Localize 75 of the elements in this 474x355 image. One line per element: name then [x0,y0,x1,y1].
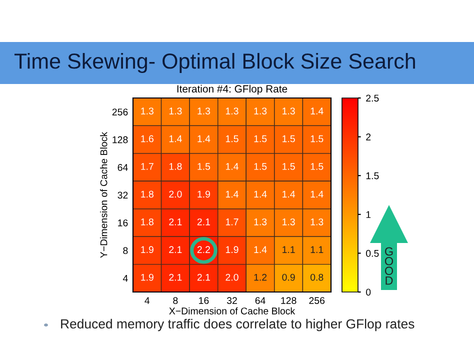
y-tick-label: 128 [112,136,128,144]
data-label: 1.7 [226,218,238,226]
data-label: 2.1 [169,246,182,253]
data-label: 1.3 [282,218,295,226]
data-label: 2.1 [169,274,182,281]
y-tick-label: 8 [123,247,128,254]
data-label: 1.4 [310,108,324,114]
data-label: 1.3 [254,108,267,114]
data-label: 1.4 [169,135,182,142]
data-label: 2.1 [197,218,210,226]
chart-subtitle: Iteration #4: GFlop Rate [177,84,288,95]
data-label: 1.5 [226,135,238,142]
text: GOOD [384,247,394,285]
x-tick-label: 16 [199,297,209,304]
x-axis-title: X−Dimension of Cache Block [169,307,296,314]
data-label: 1.9 [226,246,238,254]
data-label: 1.5 [282,163,295,170]
data-label: 1.2 [254,274,267,281]
data-label: 0.8 [310,274,324,281]
data-label: 1.5 [282,135,295,142]
color-bar-label: 2.5 [366,94,379,102]
x-tick-label: 64 [255,297,266,304]
x-tick-label: 128 [281,297,296,304]
x-tick-label: 8 [173,297,178,304]
data-label: 1.4 [226,190,238,198]
data-label: 2.2 [197,246,210,253]
data-label: 2.1 [169,218,182,226]
data-label: 1.7 [141,163,154,170]
data-label: 1.3 [198,108,210,114]
text: Reduced memory traffic does correlate to higher GFlop rates [61,318,414,332]
data-label: 1.1 [310,246,324,253]
color-bar-label: 1.5 [366,172,379,180]
data-label: 1.5 [254,163,267,170]
data-label: 1.4 [226,163,238,170]
data-label: 2.0 [169,190,182,198]
color-bar-label: 1 [366,211,371,218]
data-label: 1.4 [254,190,267,198]
data-label: 1.4 [310,190,324,198]
data-label: 1.3 [254,218,267,226]
data-label: 1.3 [169,108,182,114]
data-label: 1.3 [141,108,154,114]
data-label: 1.1 [282,246,295,253]
data-label: 1.8 [141,190,154,198]
data-label: 1.3 [310,218,324,226]
y-axis-title: Y−Dimension of Cache Block [100,132,108,258]
x-tick-label: 32 [226,297,237,304]
data-label: 1.8 [141,218,154,226]
y-tick-label: 4 [122,274,128,282]
data-label: 1.6 [141,135,154,142]
data-label: 1.4 [282,190,296,198]
data-label: 1.3 [282,108,295,114]
data-label: 1.5 [254,135,267,142]
chart-title: Time Skewing- Optimal Block Size Search [14,52,415,74]
data-label: 1.5 [198,163,210,170]
data-label: 2.0 [226,274,238,281]
color-bar-label: 2 [366,134,371,140]
y-tick-label: 64 [118,164,128,171]
x-tick-label: 4 [144,297,150,304]
data-label: 1.4 [254,246,267,253]
data-label: 2.1 [197,274,210,281]
data-label: 1.8 [169,163,182,170]
data-label: 1.9 [141,274,154,281]
data-label: 0.9 [282,274,295,281]
x-tick-label: 256 [309,297,325,304]
data-label: 1.9 [141,246,154,254]
data-label: 1.5 [310,135,324,142]
data-label: 1.9 [198,190,210,198]
data-label: 1.3 [226,108,238,114]
y-tick-label: 256 [112,108,128,116]
color-bar-label: 0 [366,288,371,296]
data-label: 1.4 [198,135,210,142]
y-tick-label: 16 [118,219,128,226]
color-bar-label: 0.5 [366,250,379,257]
y-tick-label: 32 [118,192,128,199]
data-label: 1.5 [310,163,324,170]
